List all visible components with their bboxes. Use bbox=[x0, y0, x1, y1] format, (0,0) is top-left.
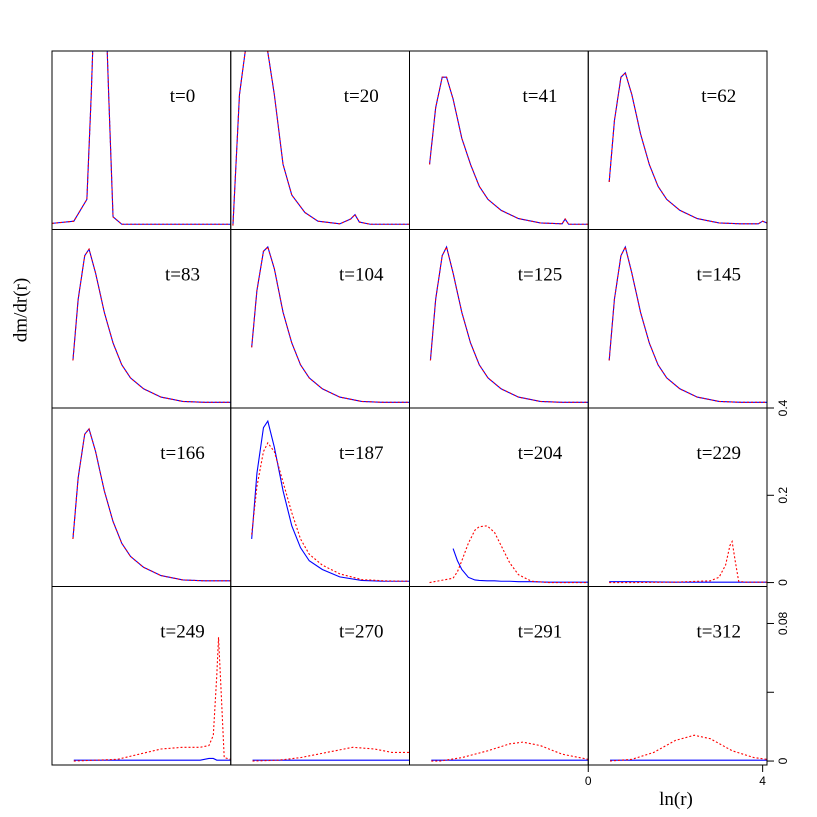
panel-frame bbox=[587, 407, 768, 587]
panel-title: t=62 bbox=[701, 86, 736, 107]
x-tick-label: 4 bbox=[759, 774, 766, 788]
data-line bbox=[251, 245, 410, 403]
data-line bbox=[72, 247, 231, 403]
panel-frame bbox=[587, 586, 768, 766]
panel-title: t=145 bbox=[696, 265, 741, 286]
panel-title: t=187 bbox=[339, 443, 384, 464]
data-line bbox=[73, 757, 231, 761]
y-tick-label: 0 bbox=[776, 579, 790, 586]
data-line bbox=[431, 741, 589, 762]
data-line bbox=[608, 71, 767, 225]
x-axis-label: ln(r) bbox=[659, 789, 693, 810]
plot-area bbox=[429, 525, 589, 584]
panel-frame bbox=[409, 407, 589, 587]
panel-frame bbox=[51, 50, 232, 230]
panel-frame bbox=[409, 50, 589, 230]
data-line bbox=[429, 245, 589, 403]
data-line bbox=[72, 427, 231, 582]
plot-area bbox=[431, 741, 589, 762]
data-line bbox=[72, 247, 231, 403]
plot-area bbox=[73, 637, 231, 762]
panel-title: t=229 bbox=[696, 443, 741, 464]
data-line bbox=[609, 539, 767, 584]
plot-area bbox=[610, 734, 767, 762]
panel-title: t=291 bbox=[518, 622, 563, 643]
panel-frame bbox=[587, 50, 768, 230]
y-tick-label: 0 bbox=[776, 757, 790, 764]
panel-frame bbox=[587, 229, 768, 409]
plot-area bbox=[232, 51, 410, 226]
plot-area bbox=[429, 245, 589, 403]
panel-title: t=20 bbox=[344, 86, 379, 107]
data-line bbox=[429, 245, 589, 403]
x-tick-label: 0 bbox=[585, 774, 592, 788]
panel-title: t=125 bbox=[518, 265, 563, 286]
panel-title: t=83 bbox=[165, 265, 200, 286]
plot-area bbox=[251, 245, 410, 403]
data-line bbox=[232, 51, 410, 226]
panel-title: t=312 bbox=[696, 622, 741, 643]
data-line bbox=[72, 427, 231, 582]
panel-frame bbox=[51, 586, 232, 766]
data-line bbox=[429, 76, 589, 225]
panel-frame bbox=[230, 229, 410, 409]
panel-frame bbox=[51, 407, 232, 587]
plot-area bbox=[72, 247, 231, 403]
data-line bbox=[429, 76, 589, 225]
data-line bbox=[251, 441, 410, 582]
data-line bbox=[232, 51, 410, 226]
panel-title: t=104 bbox=[339, 265, 384, 286]
y-tick-label: 0.2 bbox=[776, 487, 790, 504]
panel-title: t=204 bbox=[518, 443, 563, 464]
panel-frame bbox=[230, 586, 410, 766]
y-tick-label: 0.4 bbox=[776, 399, 790, 416]
plot-area bbox=[52, 51, 231, 225]
panel-frame bbox=[230, 407, 410, 587]
panel-title: t=166 bbox=[160, 443, 205, 464]
panel-title: t=249 bbox=[160, 622, 205, 643]
plot-area bbox=[608, 71, 767, 225]
plot-area bbox=[252, 746, 410, 762]
data-line bbox=[608, 71, 767, 225]
data-line bbox=[608, 245, 767, 403]
plot-area bbox=[72, 427, 231, 582]
data-line bbox=[252, 746, 410, 762]
panel-frame bbox=[409, 586, 589, 766]
data-line bbox=[608, 245, 767, 403]
panel-frame bbox=[409, 229, 589, 409]
panel-frame bbox=[51, 229, 232, 409]
data-line bbox=[251, 419, 410, 582]
y-tick-label: 0.08 bbox=[776, 611, 790, 635]
panel-title: t=270 bbox=[339, 622, 384, 643]
data-line bbox=[52, 51, 231, 225]
plot-area bbox=[251, 419, 410, 582]
data-line bbox=[52, 51, 231, 225]
plot-area bbox=[608, 245, 767, 403]
data-line bbox=[610, 734, 767, 762]
data-line bbox=[452, 548, 589, 583]
panel-frame bbox=[230, 50, 410, 230]
plot-area bbox=[429, 76, 589, 225]
data-line bbox=[251, 245, 410, 403]
panel-title: t=0 bbox=[170, 86, 196, 107]
data-line bbox=[73, 637, 231, 762]
panel-title: t=41 bbox=[522, 86, 557, 107]
y-axis-label: dm/dr(r) bbox=[10, 278, 31, 342]
data-line bbox=[429, 525, 589, 584]
plot-area bbox=[609, 539, 767, 584]
